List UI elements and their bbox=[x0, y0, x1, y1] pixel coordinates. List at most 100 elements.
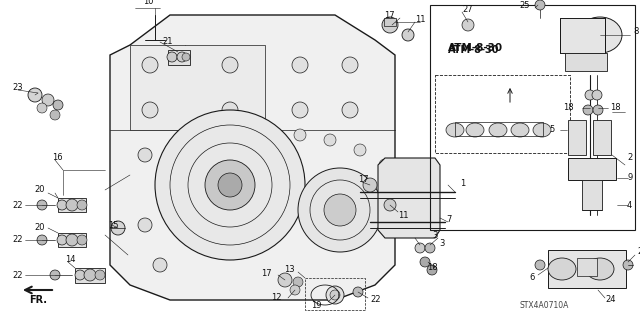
Bar bbox=[593, 120, 611, 155]
Circle shape bbox=[298, 168, 382, 252]
Text: 9: 9 bbox=[627, 174, 632, 182]
Circle shape bbox=[382, 17, 398, 33]
Circle shape bbox=[623, 260, 633, 270]
Circle shape bbox=[153, 258, 167, 272]
Bar bbox=[560, 18, 605, 53]
Ellipse shape bbox=[489, 123, 507, 137]
Bar bbox=[577, 258, 597, 276]
Circle shape bbox=[218, 173, 242, 197]
Circle shape bbox=[142, 102, 158, 118]
Circle shape bbox=[425, 243, 435, 253]
Text: 24: 24 bbox=[605, 295, 616, 305]
Circle shape bbox=[37, 235, 47, 245]
Circle shape bbox=[155, 110, 305, 260]
Circle shape bbox=[342, 102, 358, 118]
Text: FR.: FR. bbox=[29, 295, 47, 305]
Circle shape bbox=[415, 243, 425, 253]
Circle shape bbox=[326, 286, 344, 304]
Text: 18: 18 bbox=[563, 103, 574, 113]
Bar bbox=[455, 122, 543, 136]
Text: 15: 15 bbox=[108, 220, 118, 229]
Text: 22: 22 bbox=[12, 201, 22, 210]
Circle shape bbox=[177, 52, 187, 62]
Circle shape bbox=[37, 200, 47, 210]
Text: 12: 12 bbox=[271, 293, 282, 302]
Circle shape bbox=[353, 287, 363, 297]
Circle shape bbox=[37, 103, 47, 113]
Bar bbox=[565, 53, 607, 71]
Circle shape bbox=[535, 260, 545, 270]
Text: 18: 18 bbox=[610, 103, 621, 113]
Text: 2: 2 bbox=[627, 153, 632, 162]
Bar bbox=[58, 198, 86, 212]
Circle shape bbox=[294, 129, 306, 141]
Circle shape bbox=[420, 257, 430, 267]
Text: ATM-8-30: ATM-8-30 bbox=[448, 45, 499, 55]
Circle shape bbox=[324, 134, 336, 146]
Circle shape bbox=[66, 234, 78, 246]
Text: 3: 3 bbox=[433, 231, 438, 240]
Circle shape bbox=[222, 57, 238, 73]
Text: 8: 8 bbox=[633, 27, 638, 36]
Text: 4: 4 bbox=[627, 201, 632, 210]
Text: 25: 25 bbox=[520, 1, 530, 10]
Circle shape bbox=[138, 218, 152, 232]
Ellipse shape bbox=[533, 123, 551, 137]
Circle shape bbox=[535, 0, 545, 10]
Bar bbox=[568, 120, 586, 155]
Text: 5: 5 bbox=[550, 125, 555, 135]
Circle shape bbox=[293, 277, 303, 287]
Text: 11: 11 bbox=[415, 16, 426, 25]
Circle shape bbox=[75, 270, 85, 280]
Ellipse shape bbox=[586, 258, 614, 280]
Bar bbox=[430, 5, 635, 230]
Circle shape bbox=[66, 199, 78, 211]
Text: 21: 21 bbox=[162, 38, 173, 47]
Circle shape bbox=[402, 29, 414, 41]
Circle shape bbox=[205, 160, 255, 210]
Text: 17: 17 bbox=[261, 269, 272, 278]
Polygon shape bbox=[110, 15, 395, 300]
Circle shape bbox=[50, 110, 60, 120]
Circle shape bbox=[292, 102, 308, 118]
Text: 19: 19 bbox=[312, 300, 322, 309]
Text: 18: 18 bbox=[428, 263, 438, 272]
Text: 27: 27 bbox=[462, 5, 472, 14]
Bar bbox=[168, 50, 190, 65]
Bar bbox=[75, 268, 105, 283]
Bar bbox=[582, 180, 602, 210]
Text: 23: 23 bbox=[12, 83, 22, 92]
Circle shape bbox=[583, 105, 593, 115]
Circle shape bbox=[111, 221, 125, 235]
Text: 6: 6 bbox=[530, 273, 535, 283]
Circle shape bbox=[57, 200, 67, 210]
Circle shape bbox=[324, 194, 356, 226]
Circle shape bbox=[53, 100, 63, 110]
Bar bbox=[305, 278, 365, 310]
Bar bbox=[568, 158, 616, 180]
Circle shape bbox=[142, 57, 158, 73]
Circle shape bbox=[77, 235, 87, 245]
Bar bbox=[384, 18, 396, 26]
Circle shape bbox=[57, 235, 67, 245]
Circle shape bbox=[182, 53, 190, 61]
Ellipse shape bbox=[446, 123, 464, 137]
Text: 1: 1 bbox=[460, 179, 465, 188]
Text: 10: 10 bbox=[143, 0, 153, 6]
Circle shape bbox=[354, 144, 366, 156]
Circle shape bbox=[50, 270, 60, 280]
Ellipse shape bbox=[548, 258, 576, 280]
Circle shape bbox=[384, 199, 396, 211]
Circle shape bbox=[138, 148, 152, 162]
Circle shape bbox=[28, 88, 42, 102]
Text: 16: 16 bbox=[52, 153, 63, 162]
Circle shape bbox=[42, 94, 54, 106]
Text: 17: 17 bbox=[358, 175, 369, 184]
Circle shape bbox=[593, 105, 603, 115]
Circle shape bbox=[330, 290, 340, 300]
Text: 3: 3 bbox=[440, 239, 445, 248]
Circle shape bbox=[95, 270, 105, 280]
Circle shape bbox=[592, 90, 602, 100]
Text: 22: 22 bbox=[12, 271, 22, 279]
Text: 7: 7 bbox=[447, 216, 452, 225]
